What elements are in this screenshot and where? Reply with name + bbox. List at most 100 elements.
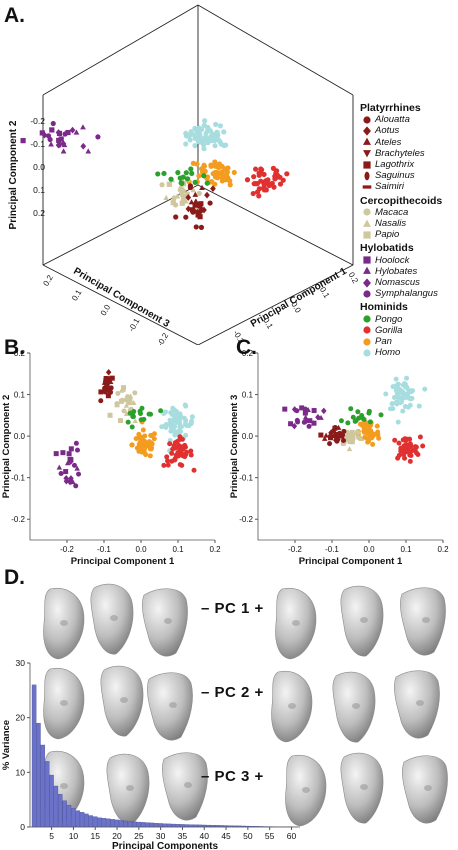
pca-point [168, 424, 174, 430]
pca-point [408, 389, 414, 395]
pca-point [76, 471, 82, 477]
pca-point [64, 460, 71, 466]
pc3-tick-label: 0.2 [41, 273, 55, 288]
pca-point [341, 428, 347, 434]
x-tick-label: 35 [178, 831, 188, 841]
y-tick-label: -0.2 [239, 515, 253, 524]
pca-point [261, 187, 268, 193]
pca-point [129, 442, 135, 448]
pca-point [370, 441, 376, 447]
variance-bar [71, 808, 76, 828]
legend-marker [363, 231, 371, 239]
pca-point [204, 180, 210, 186]
y-tick-label: 20 [16, 713, 26, 723]
pca-point [253, 181, 259, 187]
pca-point [349, 429, 355, 435]
pca-point [401, 395, 407, 401]
x-tick-label: 50 [243, 831, 253, 841]
legend-item: Saguinus [360, 170, 458, 181]
pca-point [173, 202, 179, 208]
legend-marker-icon [363, 315, 371, 323]
pca-point [306, 423, 312, 429]
pc2-tick-label: 0.0 [33, 162, 45, 172]
pca-point [212, 159, 218, 165]
cube-edge [42, 264, 199, 345]
pca-point [183, 403, 189, 409]
pca-point [49, 127, 55, 133]
pca-point [197, 139, 203, 145]
pca-point [407, 436, 413, 442]
variance-bar [75, 810, 80, 828]
pca-point [48, 141, 54, 147]
x-tick-label: 25 [134, 831, 144, 841]
axis-title-pc3: Principal Component 3 [71, 266, 171, 330]
pca-point [345, 420, 351, 426]
pca-point [68, 446, 74, 452]
pca-point [416, 403, 422, 409]
pca-point [400, 389, 406, 395]
bone-foramen [292, 620, 300, 626]
pca-point [98, 398, 104, 404]
pca-point [143, 452, 149, 458]
y-tick-label: 0.2 [242, 349, 254, 358]
legend-marker-icon [363, 150, 371, 158]
bone-foramen [184, 782, 192, 788]
pca-point [183, 170, 189, 176]
pca-point [213, 135, 219, 142]
pca-point [20, 138, 26, 144]
pca-point [204, 191, 210, 199]
pca-point [183, 214, 189, 220]
pc1-tick-label: 0.2 [347, 271, 358, 286]
legend-item: Lagothrix [360, 159, 458, 170]
pca-point [352, 418, 358, 424]
pca-point [161, 170, 167, 177]
bone-foramen [360, 784, 368, 790]
axis-title-pc1: Principal Component 1 [249, 266, 349, 330]
pca-point [73, 129, 80, 135]
pca-point [303, 417, 310, 424]
pca-point [213, 172, 219, 179]
legend-marker [363, 150, 371, 158]
legend-label: Aotus [375, 125, 400, 137]
pca-point [280, 177, 286, 183]
pca-point [192, 179, 198, 185]
pca-point [389, 401, 395, 407]
pca-point [390, 406, 396, 412]
pca-point [333, 431, 339, 437]
variance-bar [171, 823, 176, 828]
variance-bar [119, 820, 124, 828]
variance-bar [114, 819, 120, 828]
legend-marker-icon [363, 126, 371, 136]
axis-line [257, 353, 443, 541]
pca-point [250, 190, 256, 197]
pca-point [176, 417, 182, 423]
panel-c-scatter: -0.2 -0.1 0.0 0.1 0.2 0.2 0.1 0.0 -0.1 -0.2 Princi… [229, 349, 449, 567]
legend-item: Symphalangus [360, 288, 458, 299]
pca-point [178, 183, 185, 189]
legend-label: Lagothrix [375, 159, 415, 171]
pca-point [167, 441, 173, 447]
x-tick-label: -0.1 [97, 545, 111, 554]
pca-point [180, 174, 186, 180]
pca-point [120, 385, 126, 391]
pca-point [55, 141, 62, 149]
variance-bar [162, 823, 168, 828]
pca-point [362, 434, 368, 440]
pca-point [420, 443, 426, 449]
variance-bar [175, 824, 181, 828]
pca-point [85, 148, 92, 154]
pca-point [231, 169, 237, 176]
pca-point [188, 448, 194, 454]
pca-point [158, 408, 164, 414]
pca-point [125, 419, 131, 425]
variance-bar [97, 817, 102, 828]
bone-foramen [126, 785, 134, 791]
x-tick-label: 30 [156, 831, 166, 841]
pca-point [266, 182, 272, 189]
pca-point [147, 453, 153, 459]
panel-label-a: A. [4, 4, 25, 27]
legend-label: Ateles [375, 136, 402, 148]
pca-point [172, 457, 178, 463]
pca-point [169, 450, 175, 456]
pca-point [121, 408, 127, 414]
